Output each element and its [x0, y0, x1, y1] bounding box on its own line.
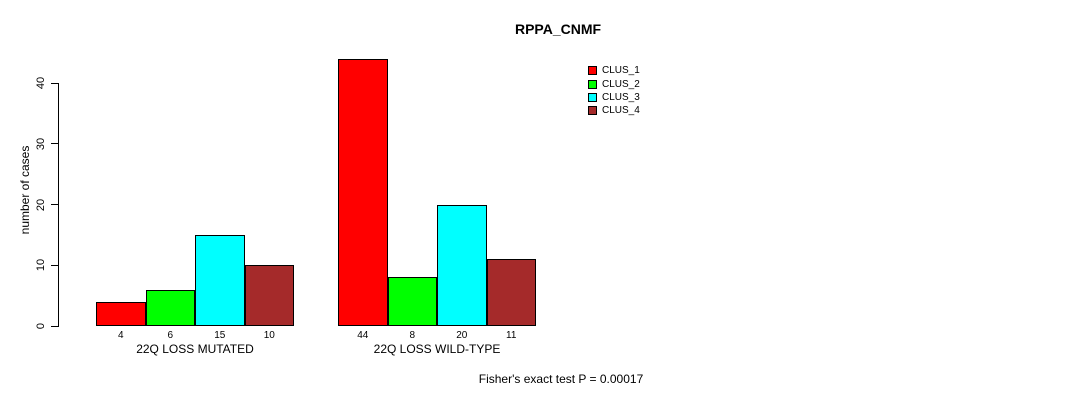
bar-value-label: 20 [456, 330, 468, 341]
legend-item-clus_3: CLUS_3 [588, 91, 640, 104]
bar-clus_1 [96, 301, 146, 326]
y-axis-tick-label: 30 [35, 137, 47, 150]
y-axis-tick [51, 325, 58, 327]
bar-clus_2 [387, 277, 437, 326]
legend-label: CLUS_1 [602, 65, 640, 77]
legend-label: CLUS_2 [602, 78, 640, 90]
bar-clus_2 [145, 289, 195, 326]
group-label: 22Q LOSS WILD-TYPE [373, 342, 501, 356]
y-axis-tick-label: 0 [35, 322, 47, 330]
legend: CLUS_1 CLUS_2 CLUS_3 CLUS_4 [588, 64, 640, 118]
bar-clus_3 [437, 204, 487, 326]
legend-label: CLUS_4 [602, 105, 640, 117]
bar-value-label: 44 [357, 330, 369, 341]
legend-swatch-icon [588, 66, 597, 76]
y-axis-tick-label: 10 [35, 259, 47, 272]
y-axis-label: number of cases [18, 145, 32, 235]
legend-item-clus_1: CLUS_1 [588, 64, 640, 77]
y-axis-tick-label: 40 [35, 76, 47, 90]
bar-clus_4 [244, 265, 294, 326]
fisher-test-annotation: Fisher's exact test P = 0.00017 [478, 372, 644, 386]
chart-title: RPPA_CNMF [514, 21, 602, 37]
bar-value-label: 6 [167, 330, 174, 341]
y-axis-tick [51, 204, 58, 205]
bar-value-label: 8 [409, 330, 416, 341]
bar-value-label: 11 [506, 330, 517, 341]
legend-swatch-icon [588, 79, 597, 89]
bar-value-label: 15 [214, 330, 226, 341]
legend-item-clus_2: CLUS_2 [588, 77, 640, 90]
y-axis-tick [51, 143, 58, 145]
bar-clus_1 [338, 58, 388, 326]
legend-swatch-icon [588, 106, 597, 116]
y-axis-tick-label: 20 [35, 198, 47, 211]
group-label: 22Q LOSS MUTATED [136, 342, 254, 356]
legend-label: CLUS_3 [602, 91, 640, 103]
bar-clus_4 [486, 259, 536, 326]
y-axis-tick [51, 264, 58, 266]
legend-swatch-icon [588, 92, 597, 102]
legend-item-clus_4: CLUS_4 [588, 104, 640, 117]
y-axis-tick [51, 82, 58, 84]
bar-value-label: 10 [263, 330, 275, 341]
y-axis-line [58, 83, 59, 327]
bar-value-label: 4 [117, 330, 124, 341]
bar-clus_3 [195, 234, 245, 326]
